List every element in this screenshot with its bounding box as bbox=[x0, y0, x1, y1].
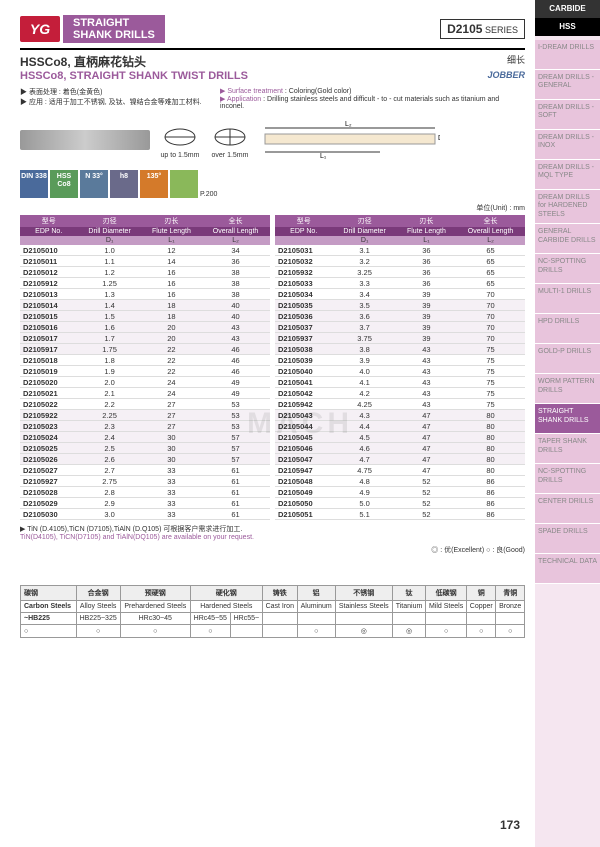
table-row: D21050232.32753 bbox=[20, 421, 270, 432]
nav-item[interactable]: GOLD-P DRILLS bbox=[535, 344, 600, 374]
table-row: D21050121.21638 bbox=[20, 267, 270, 278]
tip-diagram-1: up to 1.5mm bbox=[160, 122, 200, 159]
diagram-row: up to 1.5mm over 1.5mm L₁ L₂ D₁ bbox=[20, 120, 525, 160]
table-row: D21050202.02449 bbox=[20, 377, 270, 388]
spec-table-left: 型号刃径刃长全长 EDP No.Drill DiameterFlute Leng… bbox=[20, 215, 270, 520]
nav-item[interactable]: STRAIGHT SHANK DRILLS bbox=[535, 404, 600, 434]
table-row: D21050101.01234 bbox=[20, 245, 270, 256]
table-row: D21050262.63057 bbox=[20, 454, 270, 465]
dimension-diagram: L₁ L₂ D₁ bbox=[260, 120, 440, 160]
table-row: D21059323.253665 bbox=[275, 267, 525, 278]
svg-text:L₁: L₁ bbox=[320, 153, 327, 160]
nav-item[interactable]: TECHNICAL DATA bbox=[535, 554, 600, 584]
info-left: ▶ 表面处理 : 着色(金黄色) ▶ 应用 : 适用于加工不锈钢, 及钛、镍结合… bbox=[20, 87, 220, 110]
subtitle-cn: HSSCo8, 直柄麻花钻头 bbox=[20, 53, 525, 70]
table-row: D21050181.82246 bbox=[20, 355, 270, 366]
tip-diagram-2: over 1.5mm bbox=[210, 122, 250, 159]
table-row: D21050343.43970 bbox=[275, 289, 525, 300]
nav-item[interactable]: DREAM DRILLS -SOFT bbox=[535, 100, 600, 130]
table-row: D21050434.34780 bbox=[275, 410, 525, 421]
nav-item[interactable]: GENERAL CARBIDE DRILLS bbox=[535, 224, 600, 254]
table-row: D21050242.43057 bbox=[20, 432, 270, 443]
series-badge: D2105 SERIES bbox=[440, 19, 525, 39]
nav-item[interactable]: DREAM DRILLS -MQL TYPE bbox=[535, 160, 600, 190]
table-row: D21059222.252753 bbox=[20, 410, 270, 421]
svg-text:D₁: D₁ bbox=[438, 135, 440, 142]
table-row: D21050222.22753 bbox=[20, 399, 270, 410]
table-row: D21059272.753361 bbox=[20, 476, 270, 487]
table-row: D21059373.753970 bbox=[275, 333, 525, 344]
table-row: D21050333.33665 bbox=[275, 278, 525, 289]
table-row: D21050323.23665 bbox=[275, 256, 525, 267]
table-row: D21050424.24375 bbox=[275, 388, 525, 399]
table-row: D21050282.83361 bbox=[20, 487, 270, 498]
nav-item[interactable]: WORM PATTERN DRILLS bbox=[535, 374, 600, 404]
table-row: D21050373.73970 bbox=[275, 322, 525, 333]
spec-table-right: 型号刃径刃长全长 EDP No.Drill DiameterFlute Leng… bbox=[275, 215, 525, 520]
page-number: 173 bbox=[500, 818, 520, 832]
nav-item[interactable]: NC-SPOTTING DRILLS bbox=[535, 254, 600, 284]
page-title: STRAIGHT SHANK DRILLS bbox=[63, 15, 165, 43]
table-row: D21050292.93361 bbox=[20, 498, 270, 509]
table-row: D21050474.74780 bbox=[275, 454, 525, 465]
table-row: D21050252.53057 bbox=[20, 443, 270, 454]
legend: ◎ : 优(Excellent) ○ : 良(Good) bbox=[20, 545, 525, 555]
table-row: D21050444.44780 bbox=[275, 421, 525, 432]
length-label: 细长 bbox=[507, 53, 525, 66]
table-row: D21050414.14375 bbox=[275, 377, 525, 388]
nav-item[interactable]: NC-SPOTTING DRILLS bbox=[535, 464, 600, 494]
table-row: D21050454.54780 bbox=[275, 432, 525, 443]
nav-item[interactable]: TAPER SHANK DRILLS bbox=[535, 434, 600, 464]
table-row: D21050171.72043 bbox=[20, 333, 270, 344]
tab-hss[interactable]: HSS bbox=[535, 18, 600, 36]
table-row: D21050505.05286 bbox=[275, 498, 525, 509]
info-right: ▶ Surface treatment : Coloring(Gold colo… bbox=[220, 87, 525, 110]
table-row: D21050484.85286 bbox=[275, 476, 525, 487]
table-row: D21050161.62043 bbox=[20, 322, 270, 333]
table-row: D21059171.752246 bbox=[20, 344, 270, 355]
nav-item[interactable]: DREAM DRILLS -GENERAL bbox=[535, 70, 600, 100]
table-row: D21050353.53970 bbox=[275, 300, 525, 311]
table-row: D21059424.254375 bbox=[275, 399, 525, 410]
nav-item[interactable]: DREAM DRILLS for HARDENED STEELS bbox=[535, 190, 600, 224]
material-table: 碳钢合金钢预硬钢硬化钢铸铁铝不锈钢钛低碳钢铜青铜 Carbon SteelsAl… bbox=[20, 585, 525, 638]
logo: YG bbox=[20, 16, 60, 42]
table-row: D21059121.251638 bbox=[20, 278, 270, 289]
nav-item[interactable]: SPADE DRILLS bbox=[535, 524, 600, 554]
nav-item[interactable]: HPD DRILLS bbox=[535, 314, 600, 344]
nav-item[interactable]: DREAM DRILLS -INOX bbox=[535, 130, 600, 160]
table-row: D21050393.94375 bbox=[275, 355, 525, 366]
nav-item[interactable]: MULTI-1 DRILLS bbox=[535, 284, 600, 314]
footnote: ▶ TiN (D.4105),TiCN (D7105),TiAlN (D.Q10… bbox=[20, 524, 525, 541]
table-row: D21050303.03361 bbox=[20, 509, 270, 520]
spec-badges: DIN 338 HSS Co8 N 33° h8 135° P.200 bbox=[20, 170, 525, 198]
table-row: D21050404.04375 bbox=[275, 366, 525, 377]
table-row: D21050383.84375 bbox=[275, 344, 525, 355]
subtitle-en: HSSCo8, STRAIGHT SHANK TWIST DRILLS bbox=[20, 70, 525, 82]
svg-text:L₂: L₂ bbox=[345, 121, 352, 128]
tab-carbide[interactable]: CARBIDE bbox=[535, 0, 600, 18]
table-row: D21050494.95286 bbox=[275, 487, 525, 498]
table-row: D21050363.63970 bbox=[275, 311, 525, 322]
table-row: D21050272.73361 bbox=[20, 465, 270, 476]
jobber-label: JOBBER bbox=[487, 70, 525, 80]
table-row: D21059474.754780 bbox=[275, 465, 525, 476]
table-row: D21050515.15286 bbox=[275, 509, 525, 520]
nav-item[interactable]: I-DREAM DRILLS bbox=[535, 40, 600, 70]
table-row: D21050313.13665 bbox=[275, 245, 525, 256]
table-row: D21050151.51840 bbox=[20, 311, 270, 322]
nav-item[interactable]: CENTER DRILLS bbox=[535, 494, 600, 524]
table-row: D21050131.31638 bbox=[20, 289, 270, 300]
unit-label: 单位(Unit) : mm bbox=[20, 203, 525, 213]
table-row: D21050191.92246 bbox=[20, 366, 270, 377]
table-row: D21050141.41840 bbox=[20, 300, 270, 311]
table-row: D21050212.12449 bbox=[20, 388, 270, 399]
table-row: D21050111.11436 bbox=[20, 256, 270, 267]
table-row: D21050464.64780 bbox=[275, 443, 525, 454]
drill-photo bbox=[20, 130, 150, 150]
